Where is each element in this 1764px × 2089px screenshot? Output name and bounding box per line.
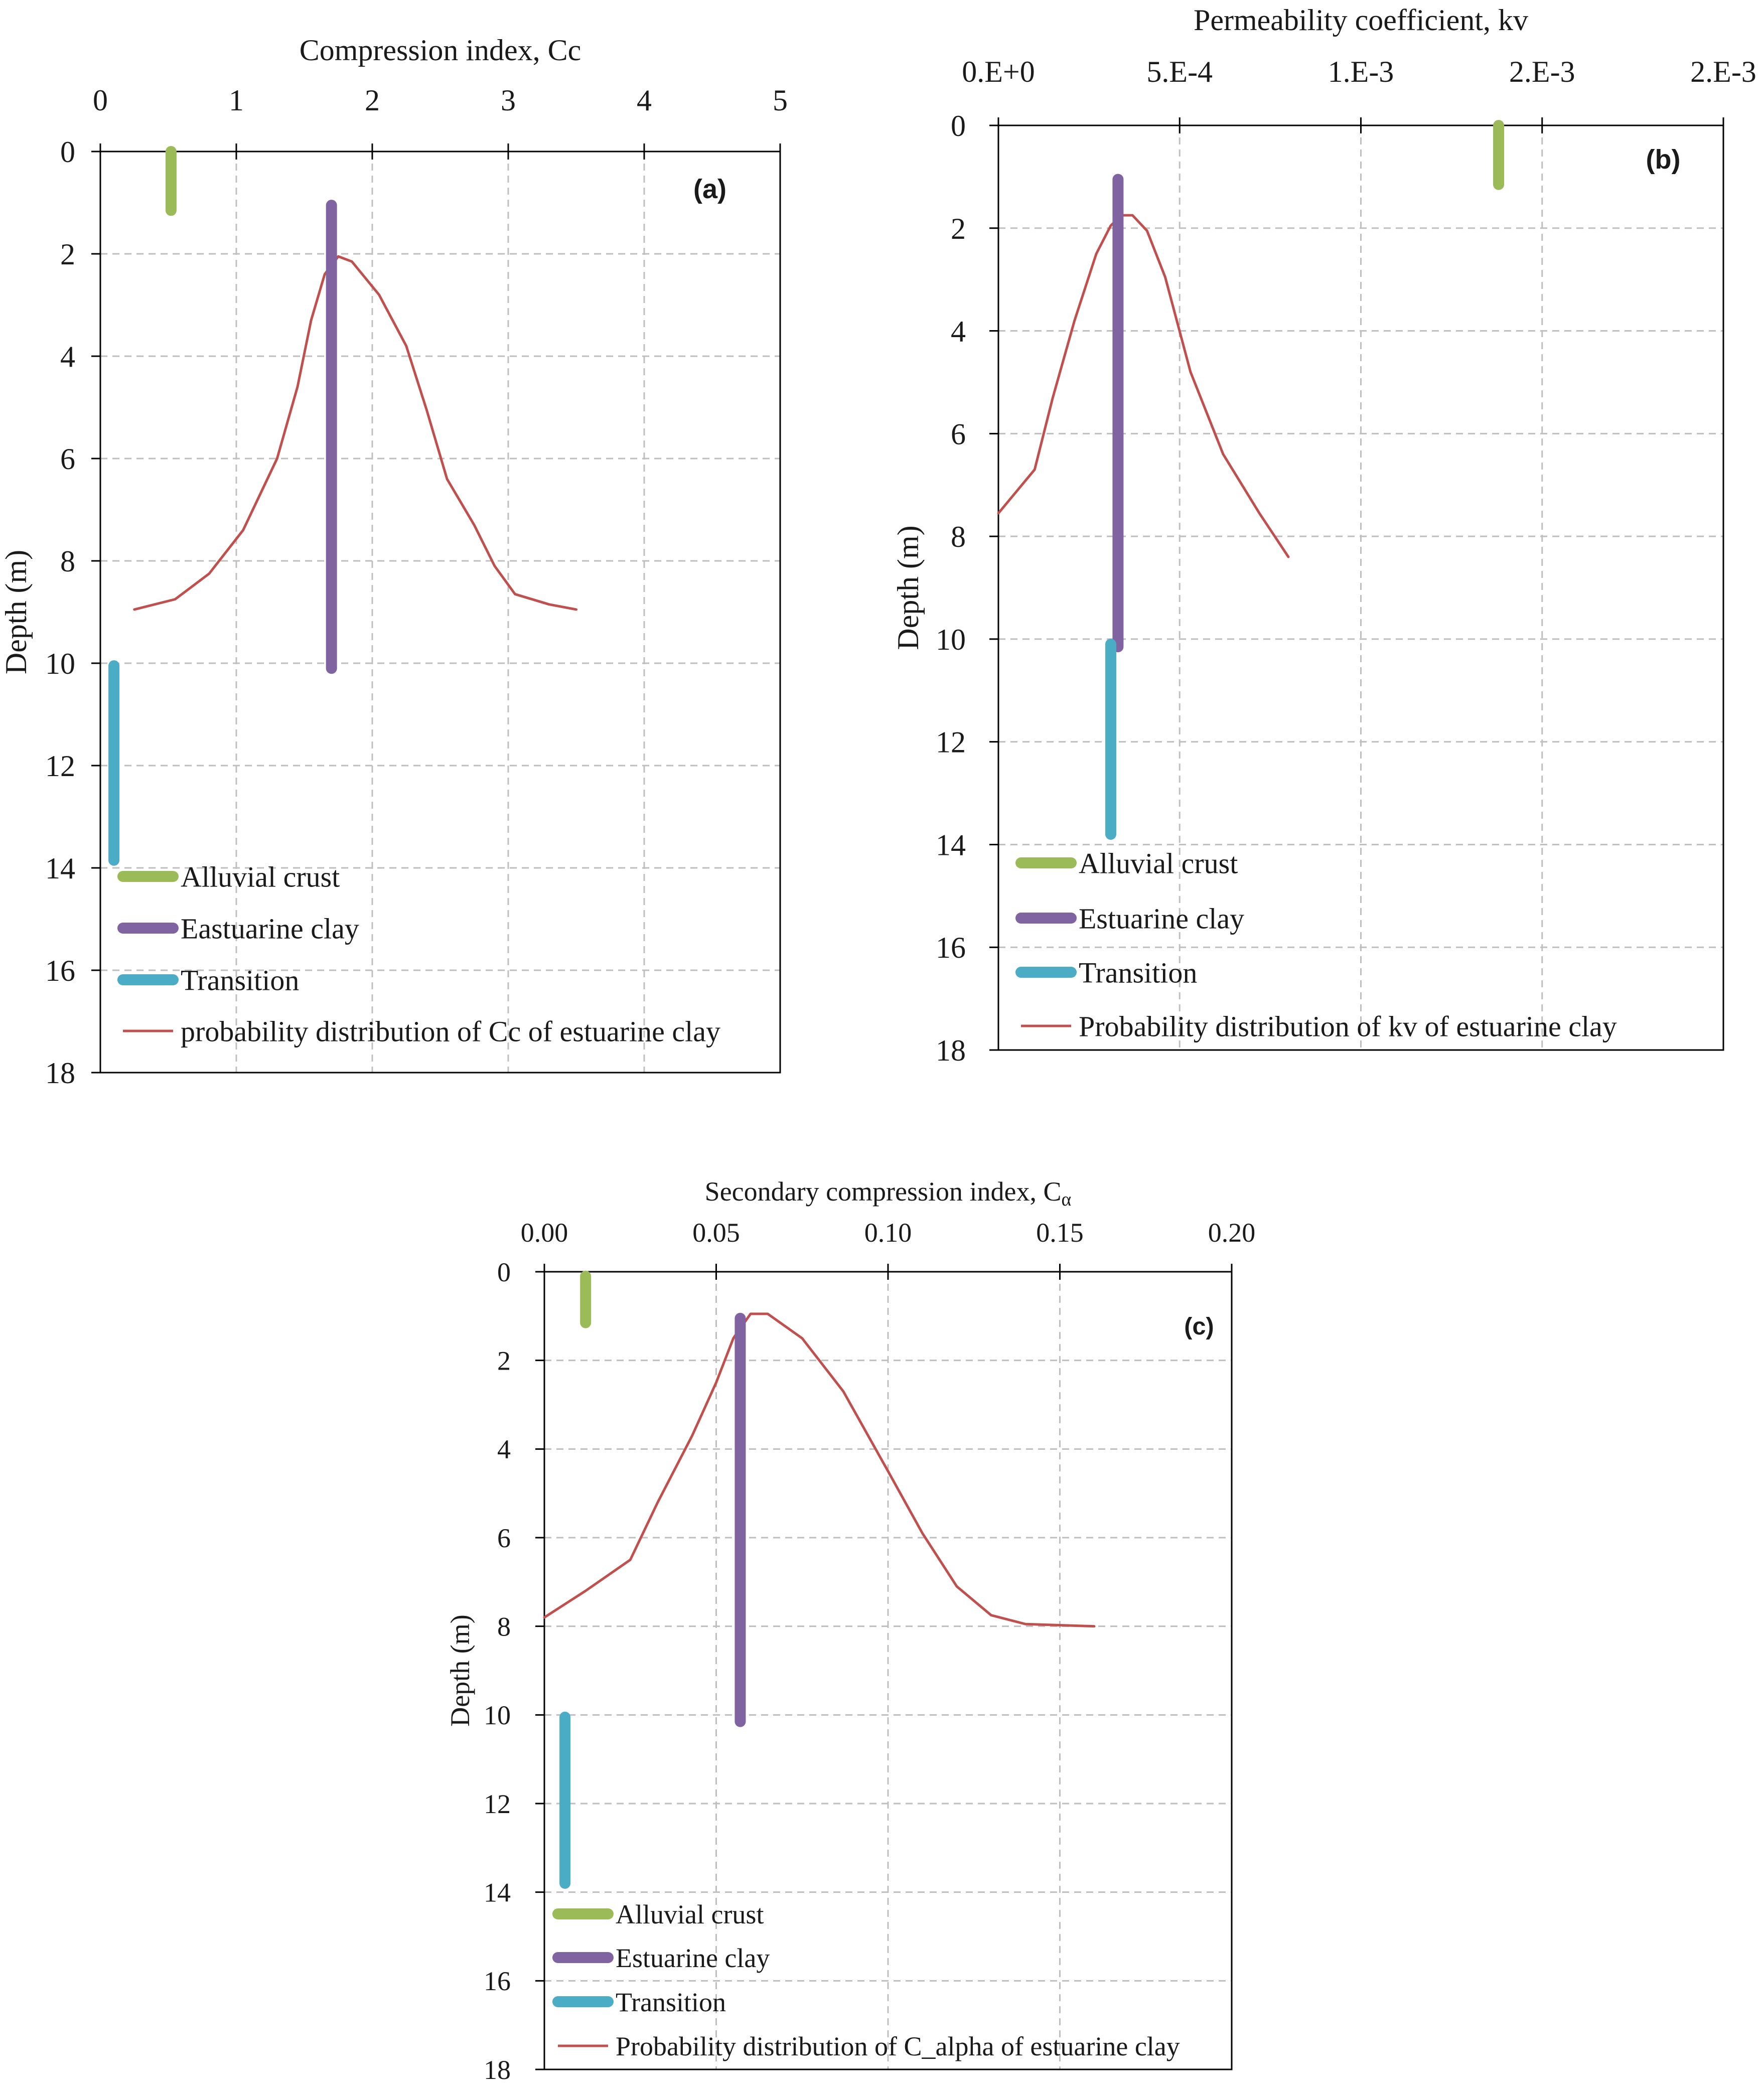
legend-label: Transition [1079, 956, 1197, 989]
y-tick-label: 14 [484, 1878, 511, 1908]
y-tick-label: 16 [45, 954, 75, 987]
legend-label: Transition [181, 964, 299, 996]
y-tick-label: 10 [45, 647, 75, 680]
y-tick-label: 16 [484, 1966, 511, 1996]
y-tick-label: 6 [951, 417, 966, 451]
x-tick-label: 0.05 [692, 1218, 740, 1248]
x-tick-label: 0.20 [1208, 1218, 1256, 1248]
x-tick-label: 0.15 [1036, 1218, 1084, 1248]
y-tick-label: 12 [484, 1789, 511, 1819]
legend: Alluvial crust Eastuarine clay Transition p… [123, 860, 720, 1048]
y-tick-label: 8 [951, 520, 966, 553]
x-tick-label: 4 [637, 84, 652, 117]
x-tick-label: 5 [773, 84, 788, 117]
y-tick-label: 2 [60, 238, 75, 271]
legend-label: Probability distribution of kv of estuar… [1079, 1010, 1617, 1042]
x-tick-label: 2.E-3 [1509, 55, 1575, 88]
y-tick-label: 2 [951, 212, 966, 245]
chart-b: 0.E+0 5.E-4 1.E-3 2.E-3 2.E-3 0 2 4 6 8 10 12 14 16 18… [892, 4, 1756, 1067]
x-axis-title-text: Permeability coefficient, kv [1194, 4, 1528, 37]
y-tick-label: 18 [45, 1057, 75, 1090]
probability-distribution-line [134, 256, 576, 610]
y-tick-label: 14 [45, 852, 75, 885]
x-tick-label: 2 [365, 84, 380, 117]
legend-label: probability distribution of Cc of estuar… [181, 1015, 720, 1048]
x-axis-title-text: Secondary compression index, C [705, 1176, 1062, 1207]
probability-distribution-line [998, 215, 1288, 557]
y-tick-label: 14 [936, 828, 966, 861]
legend-label: Transition [616, 1987, 726, 2017]
y-tick-label: 12 [45, 750, 75, 783]
x-tick-label: 2.E-3 [1690, 55, 1756, 88]
x-tick-label: 3 [501, 84, 516, 117]
x-tick-label: 0.E+0 [962, 55, 1035, 88]
y-tick-label: 2 [497, 1346, 511, 1376]
x-tick-label: 1.E-3 [1328, 55, 1394, 88]
x-tick-label: 0.10 [864, 1218, 912, 1248]
y-tick-label: 10 [484, 1700, 511, 1730]
y-tick-label: 4 [951, 315, 966, 348]
y-tick-label: 16 [936, 931, 966, 964]
legend-label: Alluvial crust [1079, 847, 1238, 879]
legend-label: Estuarine clay [1079, 902, 1244, 935]
y-tick-label: 4 [60, 340, 75, 373]
x-axis-title-subscript: α [1062, 1189, 1072, 1210]
y-tick-label: 18 [936, 1034, 966, 1067]
chart-c: 0.00 0.05 0.10 0.15 0.20 0 2 4 6 8 10 12 14 16 18 Secon… [445, 1176, 1255, 2085]
x-axis-title: Secondary compression index, Cα [705, 1176, 1072, 1210]
y-axis-title: Depth (m) [445, 1614, 475, 1726]
panel-label: (c) [1184, 1313, 1214, 1340]
y-tick-label: 18 [484, 2055, 511, 2085]
y-tick-label: 8 [60, 545, 75, 578]
legend-label: Probability distribution of C_alpha of e… [616, 2031, 1180, 2061]
legend-label: Alluvial crust [616, 1899, 764, 1929]
y-axis-title: Depth (m) [0, 550, 33, 674]
y-tick-label: 12 [936, 726, 966, 759]
y-tick-label: 0 [951, 109, 966, 142]
x-axis-title: Compression index, Cc [300, 34, 581, 67]
y-tick-label: 6 [60, 442, 75, 476]
y-axis-title: Depth (m) [892, 525, 925, 650]
y-tick-label: 8 [497, 1612, 511, 1642]
x-tick-label: 0.00 [521, 1218, 568, 1248]
legend-label: Eastuarine clay [181, 912, 359, 945]
legend: Alluvial crust Estuarine clay Transition Pr… [1021, 847, 1617, 1042]
y-tick-label: 6 [497, 1523, 511, 1553]
legend-label: Estuarine clay [616, 1943, 770, 1973]
y-tick-label: 4 [497, 1434, 511, 1464]
x-tick-label: 0 [93, 84, 108, 117]
panel-label: (a) [693, 174, 726, 204]
x-axis-title-text: Compression index, Cc [300, 34, 581, 67]
x-tick-label: 1 [229, 84, 244, 117]
y-tick-label: 10 [936, 623, 966, 656]
x-tick-label: 5.E-4 [1146, 55, 1213, 88]
figure-canvas: 0 1 2 3 4 5024681012141618Compression index, … [0, 0, 1764, 2089]
y-tick-label: 0 [60, 135, 75, 169]
x-axis-title: Permeability coefficient, kv [1194, 4, 1528, 37]
legend-label: Alluvial crust [181, 860, 340, 893]
y-tick-label: 0 [497, 1257, 511, 1287]
probability-distribution-line [544, 1314, 1094, 1626]
panel-label: (b) [1646, 144, 1681, 175]
